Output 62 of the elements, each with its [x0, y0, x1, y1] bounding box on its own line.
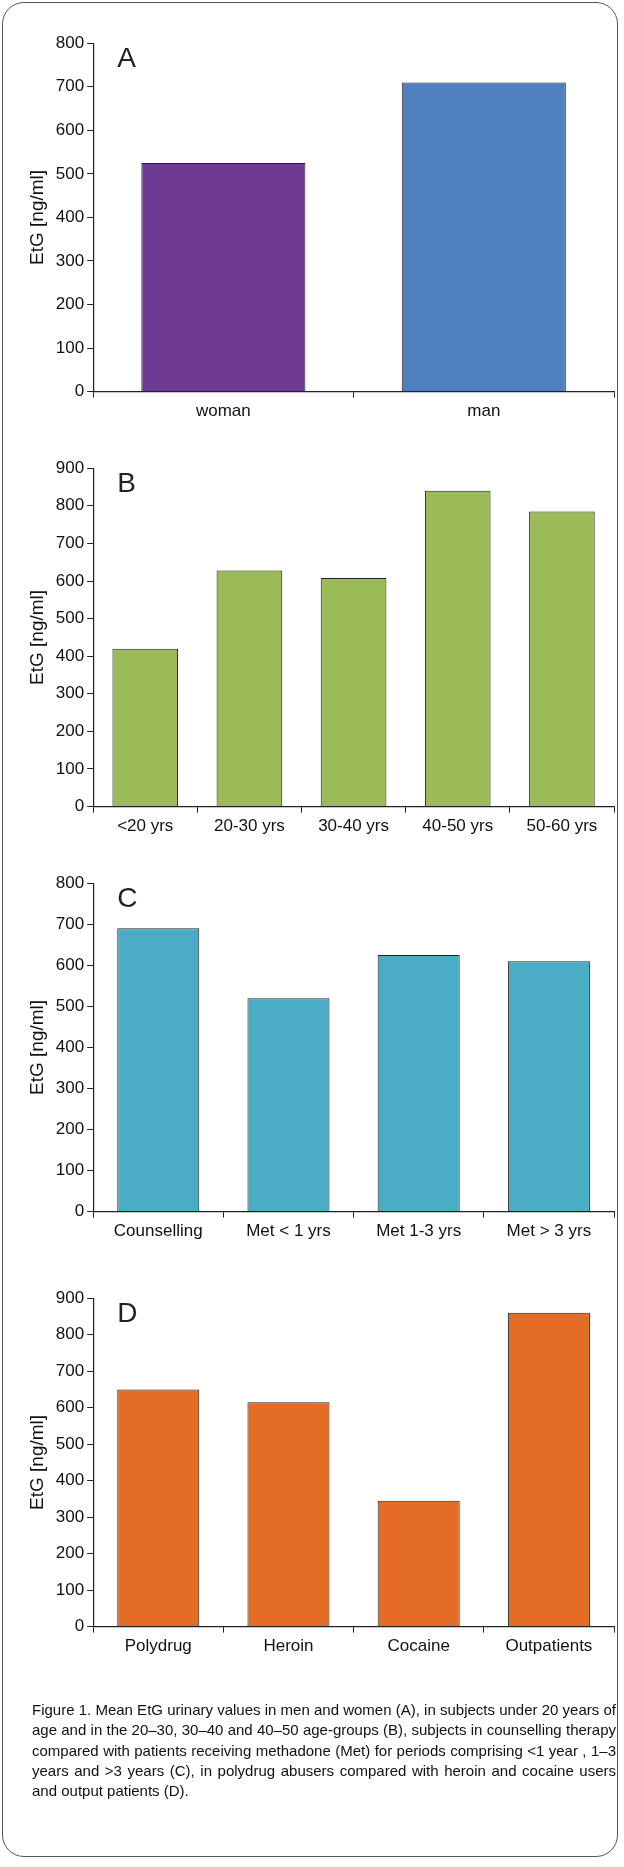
x-tick-label: man — [467, 401, 501, 421]
y-tick-label: 600 — [55, 1397, 85, 1417]
y-tick-label: 200 — [55, 1119, 85, 1139]
y-tick-label: 0 — [74, 1201, 85, 1221]
y-tick-label: 100 — [55, 758, 85, 778]
y-tick-label: 300 — [55, 683, 85, 703]
y-tick-label: 900 — [55, 457, 85, 477]
x-tick-label: Met 1-3 yrs — [376, 1221, 462, 1241]
x-tick-label: Heroin — [263, 1636, 314, 1656]
x-tick-label: 50-60 yrs — [526, 816, 598, 836]
y-tick-label: 300 — [55, 1078, 85, 1098]
y-tick-label: 400 — [55, 1470, 85, 1490]
y-tick-label: 500 — [55, 608, 85, 628]
y-tick-label: 0 — [74, 381, 85, 401]
y-axis-title: EtG [ng/ml] — [25, 999, 47, 1095]
y-tick-label: 400 — [55, 645, 85, 665]
y-tick-label: 200 — [55, 1543, 85, 1563]
y-tick-label: 500 — [55, 163, 85, 183]
y-tick-label: 100 — [55, 1579, 85, 1599]
y-tick-label: 500 — [55, 996, 85, 1016]
x-tick-label: <20 yrs — [117, 816, 174, 836]
y-tick-label: 500 — [55, 1433, 85, 1453]
y-tick-label: 700 — [55, 1360, 85, 1380]
y-tick-label: 600 — [55, 570, 85, 590]
y-tick-label: 100 — [55, 1160, 85, 1180]
y-axis-title: EtG [ng/ml] — [25, 1414, 47, 1510]
y-tick-label: 600 — [55, 119, 85, 139]
chart-title: A — [117, 41, 137, 73]
y-axis-title: EtG [ng/ml] — [25, 169, 47, 265]
y-tick-label: 200 — [55, 721, 85, 741]
y-tick-label: 900 — [55, 1287, 85, 1307]
y-tick-label: 800 — [55, 872, 85, 892]
y-tick-label: 300 — [55, 1506, 85, 1526]
y-tick-label: 700 — [55, 913, 85, 933]
y-tick-label: 800 — [55, 495, 85, 515]
y-tick-label: 700 — [55, 76, 85, 96]
x-tick-label: Met > 3 yrs — [506, 1221, 592, 1241]
x-tick-label: 20-30 yrs — [213, 816, 285, 836]
y-tick-label: 800 — [55, 32, 85, 52]
y-tick-label: 700 — [55, 533, 85, 553]
x-tick-label: 30-40 yrs — [318, 816, 390, 836]
y-tick-label: 300 — [55, 250, 85, 270]
chart-title: B — [117, 466, 136, 498]
y-tick-label: 200 — [55, 294, 85, 314]
y-axis-title: EtG [ng/ml] — [25, 589, 47, 685]
y-tick-label: 600 — [55, 954, 85, 974]
y-tick-label: 800 — [55, 1324, 85, 1344]
caption: Figure 1. Mean EtG urinary values in men and women (A), in subjects under 20 years of age and in the 20–30, 30–40 and 40–50 age-groups (B), subjects in counselling therapy compared with patients receiving methadone (Met) for periods comprising <1 year , 1–3 years and >3 years (C), in polydrug abusers compared with heroin and cocaine users and output patients (D). — [32, 1700, 616, 1801]
x-tick-label: woman — [194, 401, 251, 421]
x-tick-label: Outpatients — [505, 1636, 593, 1656]
x-tick-label: Counselling — [113, 1221, 203, 1241]
x-tick-label: Cocaine — [387, 1636, 450, 1656]
x-tick-label: Polydrug — [124, 1636, 192, 1656]
y-tick-label: 0 — [74, 1616, 85, 1636]
y-tick-label: 0 — [74, 796, 85, 816]
x-tick-label: 40-50 yrs — [422, 816, 494, 836]
chart-title: C — [117, 881, 138, 913]
y-tick-label: 400 — [55, 1037, 85, 1057]
y-tick-label: 400 — [55, 207, 85, 227]
y-tick-label: 100 — [55, 337, 85, 357]
chart-title: D — [117, 1296, 138, 1328]
x-tick-label: Met < 1 yrs — [246, 1221, 331, 1241]
